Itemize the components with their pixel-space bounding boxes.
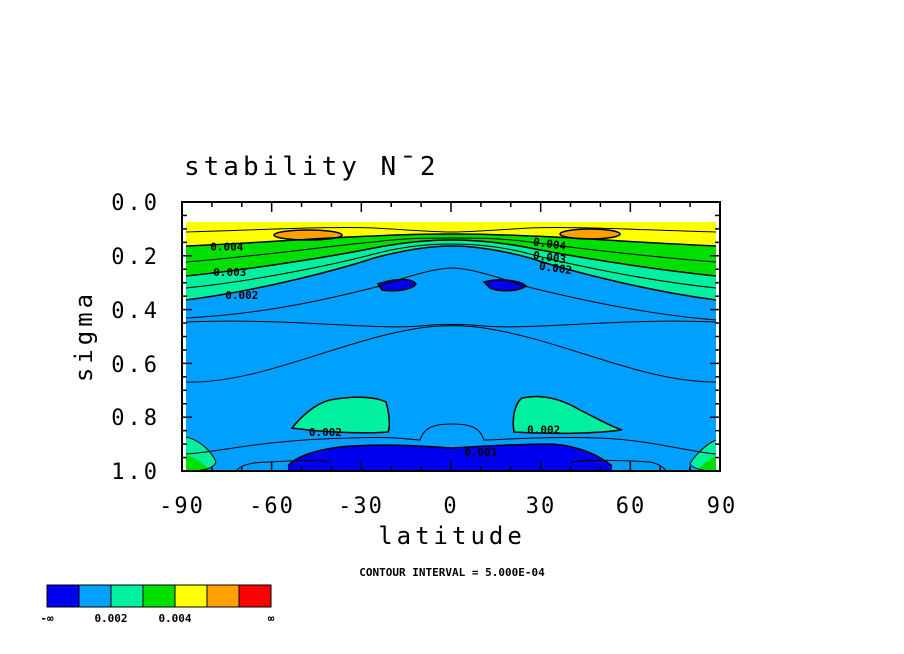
fill-blue-blob-left: [378, 279, 416, 291]
contour-label: 0.002: [225, 289, 258, 302]
contour-line: [185, 239, 717, 277]
legend-label: 0.002: [94, 612, 127, 625]
fill-band-green: [186, 234, 716, 276]
x-tick-label: -90: [159, 494, 205, 519]
contour-label: 0.002: [309, 426, 342, 439]
x-tick-label: 90: [707, 494, 738, 519]
legend-swatch: [78, 584, 112, 608]
legend-swatch: [142, 584, 176, 608]
contour-label: 0.004: [532, 235, 567, 253]
contour-line: [290, 396, 391, 434]
x-tick-label: 0: [443, 494, 458, 519]
contour-label: 0.004: [210, 240, 243, 253]
y-tick-label: 0.2: [111, 245, 160, 270]
color-legend: [46, 584, 272, 608]
contour-line: [185, 245, 717, 301]
contour-line: [482, 279, 528, 292]
contour-interval-note: CONTOUR INTERVAL = 5.000E-04: [359, 566, 545, 579]
x-tick-label: 60: [616, 494, 647, 519]
legend-label: -∞: [40, 612, 54, 625]
contour-line: [569, 460, 667, 472]
contour-lines: [185, 226, 717, 472]
y-tick-label: 0.6: [111, 353, 160, 378]
contour-label: 0.002: [527, 423, 560, 436]
y-axis-label: sigma: [70, 290, 98, 382]
contour-line: [287, 443, 613, 467]
fill-green-polar-left: [186, 455, 210, 471]
chart-title: stability N¯2: [184, 152, 440, 182]
contour-fills: [186, 222, 716, 471]
y-tick-label: 0.0: [111, 191, 160, 216]
contour-line: [559, 228, 621, 240]
x-tick-label: -30: [338, 494, 384, 519]
contour-line: [273, 229, 343, 241]
legend-labels: -∞ 0.002 0.004 ∞: [40, 612, 274, 625]
x-tick-label: -60: [249, 494, 295, 519]
contour-label: 0.001: [464, 446, 497, 459]
contour-label: 0.003: [532, 249, 567, 266]
legend-swatch: [206, 584, 240, 608]
contour-line: [185, 320, 717, 328]
legend-swatch: [238, 584, 272, 608]
contour-line: [376, 278, 417, 292]
fill-orange-blob-right: [560, 229, 620, 239]
x-tick-labels: -90 -60 -30 0 30 60 90: [159, 494, 738, 519]
fill-band-teal: [186, 240, 716, 300]
fill-band-yellow: [186, 222, 716, 232]
y-tick-label: 0.4: [111, 299, 160, 324]
y-tick-labels: 0.0 0.2 0.4 0.6 0.8 1.0: [111, 191, 160, 485]
axis-ticks: [181, 201, 721, 472]
contour-line: [185, 237, 717, 263]
legend-label: ∞: [268, 612, 275, 625]
contour-line: [512, 395, 623, 435]
legend-label: 0.004: [158, 612, 191, 625]
fill-blue-surface: [288, 444, 612, 471]
y-tick-label: 0.8: [111, 406, 160, 431]
legend-swatch: [46, 584, 80, 608]
fill-green-polar-right: [698, 456, 716, 471]
contour-label: 0.002: [538, 260, 573, 277]
y-tick-label: 1.0: [111, 460, 160, 485]
fill-teal-blob-right: [513, 396, 622, 434]
fill-orange-blob-left: [274, 230, 342, 240]
x-tick-label: 30: [526, 494, 557, 519]
contour-label: 0.003: [213, 266, 246, 279]
contour-line: [185, 267, 717, 321]
contour-line: [185, 226, 717, 233]
legend-swatch: [174, 584, 208, 608]
contour-line: [185, 243, 717, 289]
legend-swatch: [110, 584, 144, 608]
contour-line: [185, 325, 717, 383]
x-axis-label: latitude: [378, 522, 526, 550]
contour-line: [185, 423, 717, 455]
